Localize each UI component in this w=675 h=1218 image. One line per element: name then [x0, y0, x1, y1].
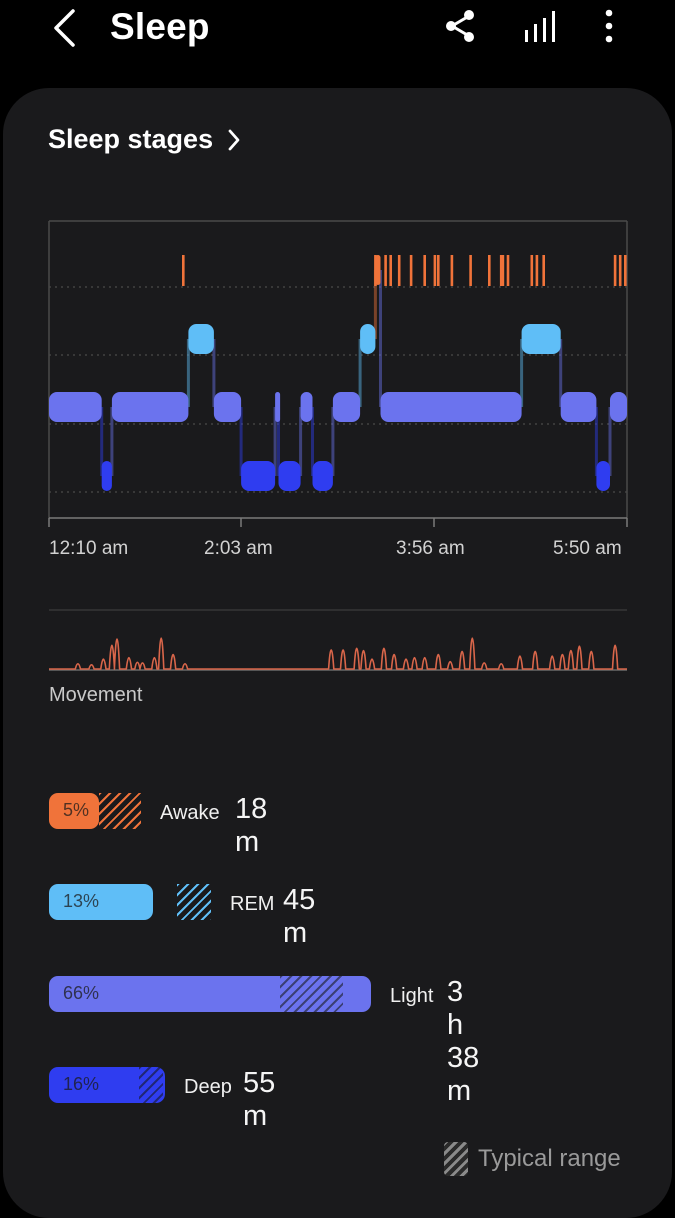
awake-mark: [506, 255, 510, 286]
chevron-left-icon: [54, 9, 75, 47]
awake-mark: [501, 255, 505, 286]
deep-typical-range: [139, 1067, 163, 1103]
sleep-stages-title: Sleep stages: [48, 124, 214, 154]
stage-transition: [520, 339, 524, 407]
stage-transition: [212, 339, 216, 407]
stage-transition: [299, 407, 303, 476]
stage-segment-deep: [596, 461, 610, 491]
time-tick-label: 2:03 am: [204, 538, 273, 559]
stage-segment-light: [111, 392, 189, 422]
deep-percent: 16%: [63, 1074, 100, 1094]
stage-transition: [239, 407, 243, 476]
awake-duration: 18 m: [235, 793, 268, 858]
awake-bar: [49, 793, 99, 829]
time-tick-label: 3:56 am: [396, 538, 465, 559]
rem-percent: 13%: [63, 891, 100, 911]
light-duration: 3 h 38 m: [447, 976, 480, 1107]
stage-segment-light: [610, 392, 627, 422]
stage-transition: [594, 407, 598, 476]
awake-mark: [535, 255, 539, 286]
deep-label: Deep: [184, 1076, 232, 1098]
stage-transition: [100, 407, 104, 476]
awake-mark: [423, 255, 426, 286]
awake-label: Awake: [160, 802, 220, 824]
stage-segment-rem: [188, 324, 214, 354]
time-tick-label: 12:10 am: [49, 538, 129, 559]
rem-duration: 45 m: [283, 884, 316, 949]
awake-mark: [433, 255, 437, 286]
stage-segment-light: [560, 392, 597, 422]
stage-transition: [608, 407, 612, 476]
stage-segment-deep: [278, 461, 301, 491]
stage-segment-deep: [312, 461, 333, 491]
awake-mark: [542, 255, 545, 286]
rem-bar: [49, 884, 153, 920]
stage-transition: [277, 407, 280, 476]
more-options-button[interactable]: [594, 6, 624, 46]
app-header: Sleep: [0, 0, 675, 88]
awake-mark: [374, 255, 377, 286]
awake-mark: [409, 255, 413, 286]
typical-range-legend: Typical range: [444, 1142, 621, 1176]
awake-mark: [499, 255, 503, 286]
deep-bar: [49, 1067, 165, 1103]
rem-label: REM: [230, 893, 275, 915]
share-button[interactable]: [440, 6, 480, 46]
light-label: Light: [390, 985, 434, 1007]
awake-typical-range: [99, 793, 141, 829]
light-typical-range: [280, 976, 343, 1012]
deep-duration: 55 m: [243, 1067, 276, 1132]
awake-mark: [530, 255, 534, 286]
chevron-right-icon: [228, 129, 240, 150]
stage-segment-light: [300, 392, 313, 422]
stage-segment-deep: [241, 461, 276, 491]
awake-mark: [469, 255, 472, 286]
share-icon: [446, 10, 474, 42]
light-percent: 66%: [63, 983, 100, 1003]
awake-mark: [488, 255, 491, 286]
stage-segment-rem: [360, 324, 376, 354]
awake-mark: [437, 255, 440, 286]
bar-chart-icon: [525, 11, 555, 42]
sleep-stages-chart: [48, 220, 628, 671]
awake-mark: [624, 255, 627, 286]
page-title: Sleep: [110, 6, 210, 47]
stage-transition: [358, 339, 362, 407]
awake-mark: [389, 255, 392, 286]
stage-segment-rem: [521, 324, 561, 354]
time-tick-label: 5:50 am: [553, 538, 622, 559]
sleep-stages-link[interactable]: Sleep stages: [48, 124, 241, 155]
stage-segment-deep: [101, 461, 112, 491]
awake-mark: [613, 255, 617, 286]
back-button[interactable]: [44, 6, 84, 50]
stage-segment-light: [49, 392, 102, 422]
movement-label: Movement: [49, 684, 143, 706]
stage-segment-light: [275, 392, 281, 422]
more-vertical-icon: [605, 9, 613, 43]
light-bar: [49, 976, 371, 1012]
awake-mark: [384, 255, 387, 286]
stage-transition: [331, 407, 335, 476]
stage-segment-light: [332, 392, 361, 422]
stage-transition: [559, 339, 563, 407]
awake-mark: [182, 255, 185, 286]
awake-mark: [397, 255, 401, 286]
stage-segment-light: [380, 392, 522, 422]
stage-transition: [311, 407, 314, 476]
typical-range-label: Typical range: [478, 1145, 621, 1172]
stage-transition: [373, 270, 377, 339]
rem-typical-range: [177, 884, 211, 920]
awake-mark: [450, 255, 454, 286]
stage-transition: [110, 407, 114, 476]
stage-segment-light: [213, 392, 242, 422]
movement-line: [49, 637, 627, 670]
hatch-swatch-icon: [444, 1142, 468, 1176]
awake-mark: [618, 255, 622, 286]
stage-transition: [186, 339, 190, 407]
awake-percent: 5%: [63, 800, 90, 820]
stats-button[interactable]: [520, 6, 560, 46]
stage-transition: [273, 407, 277, 476]
stage-transition: [379, 270, 382, 407]
